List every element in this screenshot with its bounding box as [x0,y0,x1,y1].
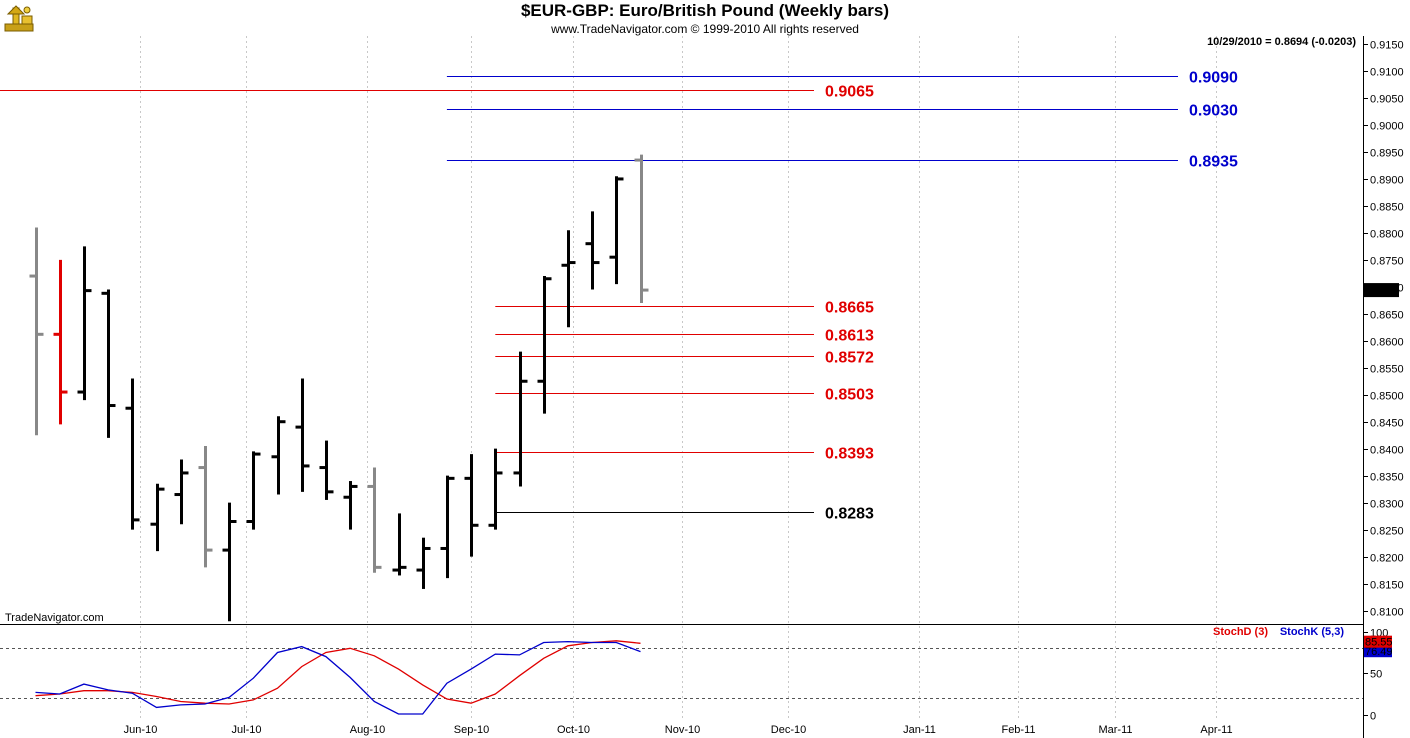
stoch-y-tick-label: 50 [1370,669,1382,681]
stoch-d-value: 85.55 [1365,637,1393,649]
level-label: 0.8665 [825,300,874,317]
chart-subtitle: www.TradeNavigator.com © 1999-2010 All r… [551,22,859,36]
y-tick-label: 0.8750 [1370,256,1404,268]
last-price-marker [1364,283,1399,298]
x-tick-label: Jan-11 [903,724,936,736]
level-label: 0.9065 [825,84,874,101]
x-tick-label: Jun-10 [124,724,158,736]
price-bars [29,154,649,622]
y-tick-label: 0.8550 [1370,364,1404,376]
y-tick-label: 0.8650 [1370,310,1404,322]
y-tick-label: 0.8950 [1370,148,1404,160]
y-tick-label: 0.8450 [1370,418,1404,430]
y-tick-label: 0.9050 [1370,94,1404,106]
y-tick-label: 0.8150 [1370,580,1404,592]
y-tick-label: 0.8850 [1370,202,1404,214]
y-tick-label: 0.8900 [1370,175,1404,187]
info-readout: 10/29/2010 = 0.8694 (-0.0203) [1207,36,1356,48]
y-tick-label: 0.8250 [1370,526,1404,538]
x-tick-label: Sep-10 [454,724,489,736]
time-axis: Jun-10 Jul-10 Aug-10 Sep-10 Oct-10 Nov-10 Dec-… [124,724,1233,736]
x-tick-label: Nov-10 [665,724,700,736]
stoch-legend-k: StochK (5,3) [1280,626,1345,638]
level-label: 0.8393 [825,446,874,463]
level-label: 0.8613 [825,328,874,345]
x-tick-label: Apr-11 [1200,724,1232,736]
stoch-series-line [35,640,641,705]
y-tick-label: 0.8100 [1370,607,1404,619]
y-tick-label: 0.8200 [1370,553,1404,565]
y-tick-label: 0.9100 [1370,67,1404,79]
y-tick-label: 0.8500 [1370,391,1404,403]
watermark-text: TradeNavigator.com [5,612,104,624]
x-tick-label: Oct-10 [557,724,590,736]
y-tick-label: 0.8600 [1370,337,1404,349]
y-tick-label: 0.8350 [1370,472,1404,484]
level-label: 0.9090 [1189,70,1238,87]
level-label: 0.8935 [1189,154,1238,171]
level-lines: 0.9090 0.9065 0.9030 0.8935 0.8665 0.8613 0.85… [0,70,1238,523]
stoch-legend-d: StochD (3) [1213,626,1268,638]
x-tick-label: Dec-10 [771,724,806,736]
level-label: 0.8572 [825,350,874,367]
trade-navigator-logo-icon [4,5,34,32]
y-tick-label: 0.8400 [1370,445,1404,457]
chart-title: $EUR-GBP: Euro/British Pound (Weekly bar… [520,1,890,20]
level-label: 0.8503 [825,387,874,404]
last-price-label: 0.8694 [1366,285,1400,297]
y-tick-label: 0.8300 [1370,499,1404,511]
y-tick-label: 0.8800 [1370,229,1404,241]
y-tick-label: 0.9150 [1370,40,1404,52]
x-tick-label: Mar-11 [1098,724,1132,736]
stoch-y-tick-label: 0 [1370,711,1376,723]
stoch-d-marker [1364,635,1392,648]
level-label: 0.8283 [825,506,874,523]
stoch-series-line [35,640,641,715]
stoch-k-marker [1364,645,1392,658]
level-label: 0.9030 [1189,103,1238,120]
x-tick-label: Jul-10 [232,724,262,736]
stoch-k-value: 76.49 [1365,646,1393,658]
x-tick-label: Feb-11 [1001,724,1035,736]
x-tick-label: Aug-10 [350,724,385,736]
chart-header: $EUR-GBP: Euro/British Pound (Weekly bar… [0,0,1410,38]
y-tick-label: 0.9000 [1370,121,1404,133]
grid-lines [140,36,1217,719]
